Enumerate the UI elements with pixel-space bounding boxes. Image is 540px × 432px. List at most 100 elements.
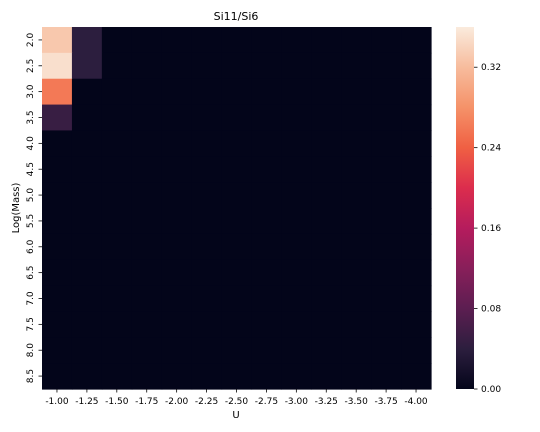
heatmap-cell	[71, 259, 103, 287]
heatmap-cell	[42, 78, 73, 106]
heatmap-cell	[191, 285, 223, 313]
heatmap-cell	[42, 52, 73, 80]
heatmap-cell	[281, 337, 312, 364]
heatmap-cell	[281, 182, 312, 209]
x-tick-label: -1.50	[105, 397, 129, 407]
heatmap-cell	[191, 104, 223, 132]
heatmap-cell	[281, 363, 312, 390]
x-axis-ticks: -1.00 -1.25 -1.50 -1.75 -2.00 -2.25 -2.50 -2.75…	[45, 389, 428, 407]
y-tick-label: 4.5	[26, 162, 36, 176]
heatmap-cell	[131, 78, 163, 106]
heatmap-cell	[101, 104, 133, 132]
heatmap-cell	[341, 233, 372, 261]
heatmap-cell	[131, 104, 163, 132]
heatmap-cell	[71, 78, 103, 106]
heatmap-cell	[401, 311, 432, 338]
heatmap-cell	[161, 233, 193, 261]
colorbar-tick-label: 0.00	[481, 385, 501, 395]
y-tick-label: 8.5	[26, 369, 36, 383]
heatmap-cell	[251, 52, 282, 80]
heatmap-cell	[101, 182, 133, 209]
heatmap-cell	[191, 259, 223, 287]
heatmap-cell	[401, 259, 432, 287]
heatmap-cell	[341, 104, 372, 132]
heatmap-cell	[281, 208, 312, 235]
heatmap-cell	[161, 363, 193, 390]
heatmap-cell	[311, 156, 342, 183]
y-tick-label: 4.0	[26, 136, 36, 151]
heatmap-cell	[161, 104, 193, 132]
heatmap-cell	[251, 78, 282, 106]
heatmap-cell	[371, 27, 402, 54]
heatmap-cell	[341, 363, 372, 390]
heatmap-cell	[341, 337, 372, 364]
heatmap-cell	[131, 27, 163, 54]
heatmap-cell	[311, 27, 342, 54]
heatmap-cell	[161, 52, 193, 80]
heatmap-cell	[221, 156, 253, 183]
heatmap-cell	[191, 182, 223, 209]
heatmap-cell	[371, 233, 402, 261]
heatmap-cell	[251, 311, 282, 338]
heatmap-cell	[401, 337, 432, 364]
heatmap-cell	[401, 78, 432, 106]
y-axis-ticks: 2.0 2.5 3.0 3.5 4.0 4.5 5.0 5.5 6.0 6.5 7.0 7.5 8.0 8…	[26, 33, 42, 383]
heatmap-cell	[371, 208, 402, 235]
heatmap-cell	[161, 130, 193, 157]
heatmap-cell	[161, 182, 193, 209]
heatmap-cell	[311, 208, 342, 235]
heatmap-cell	[281, 78, 312, 106]
heatmap-cell	[131, 208, 163, 235]
heatmap-cell	[101, 156, 133, 183]
heatmap-cell	[251, 156, 282, 183]
heatmap-cell	[221, 78, 253, 106]
heatmap-cell	[71, 337, 103, 364]
heatmap-cell	[221, 285, 253, 313]
heatmap-cell	[191, 78, 223, 106]
heatmap-cell	[131, 337, 163, 364]
heatmap-cell	[371, 337, 402, 364]
heatmap-cell	[401, 233, 432, 261]
y-tick-label: 7.5	[26, 317, 36, 331]
x-tick-label: -2.00	[165, 397, 189, 407]
heatmap-cell	[401, 130, 432, 157]
heatmap-cell	[371, 259, 402, 287]
heatmap-cell	[371, 104, 402, 132]
heatmap-cell	[341, 27, 372, 54]
heatmap-cell	[42, 311, 73, 338]
heatmap-cell	[131, 182, 163, 209]
heatmap-cell	[42, 130, 73, 157]
y-tick-label: 8.0	[26, 343, 36, 358]
heatmap-cell	[71, 27, 103, 54]
heatmap-cell	[341, 182, 372, 209]
heatmap-cell	[401, 208, 432, 235]
heatmap-cell	[221, 259, 253, 287]
heatmap-cell	[161, 311, 193, 338]
heatmap-cell	[371, 52, 402, 80]
heatmap-cell	[42, 233, 73, 261]
x-tick-label: -4.00	[404, 397, 428, 407]
heatmap-cell	[42, 182, 73, 209]
x-tick-label: -3.25	[315, 397, 338, 407]
heatmap-cell	[341, 156, 372, 183]
x-tick-label: -2.75	[255, 397, 278, 407]
heatmap-cell	[191, 311, 223, 338]
heatmap-cell	[191, 363, 223, 390]
heatmap-cell	[191, 130, 223, 157]
heatmap-cell	[221, 233, 253, 261]
heatmap-cell	[191, 27, 223, 54]
heatmap-cell	[311, 233, 342, 261]
x-tick-label: -3.75	[374, 397, 397, 407]
heatmap-cell	[101, 363, 133, 390]
heatmap-cell	[251, 182, 282, 209]
heatmap-cell	[71, 363, 103, 390]
heatmap-cell	[221, 208, 253, 235]
heatmap-cell	[101, 233, 133, 261]
heatmap-cell	[251, 363, 282, 390]
heatmap-cell	[251, 337, 282, 364]
heatmap-cell	[311, 104, 342, 132]
y-tick-label: 6.0	[26, 239, 36, 254]
heatmap-cell	[131, 156, 163, 183]
heatmap-cell	[221, 311, 253, 338]
